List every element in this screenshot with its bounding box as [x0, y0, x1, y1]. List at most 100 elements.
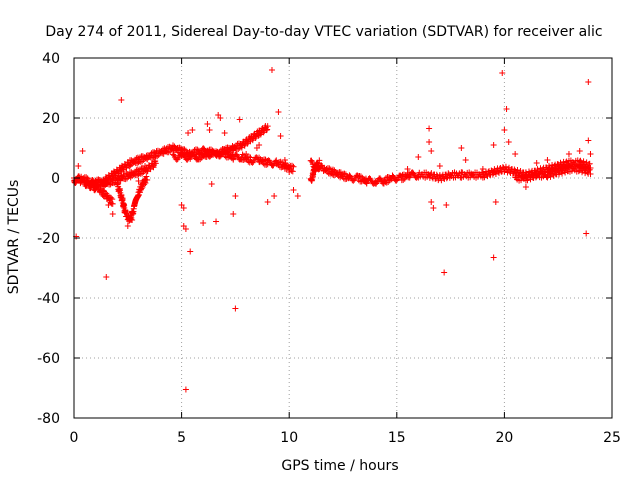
data-point — [400, 176, 407, 183]
data-point — [174, 145, 181, 151]
y-axis-label: SDTVAR / TECUs — [6, 180, 22, 295]
data-point — [135, 191, 142, 198]
data-point — [308, 157, 315, 164]
data-point — [490, 142, 497, 148]
data-point — [393, 177, 400, 184]
data-point — [277, 158, 284, 165]
data-point — [575, 168, 582, 175]
data-point — [585, 79, 592, 85]
data-point — [108, 194, 115, 201]
data-point — [294, 193, 301, 199]
data-point — [282, 160, 289, 167]
data-point — [127, 162, 134, 169]
y-tick-label: 0 — [51, 171, 60, 187]
data-point — [585, 137, 592, 144]
data-point — [184, 156, 191, 163]
data-point — [77, 180, 84, 187]
y-tick-label: -40 — [37, 291, 60, 307]
data-point — [275, 109, 282, 115]
data-point — [256, 142, 263, 148]
data-point — [154, 153, 161, 160]
x-tick-labels: 0 5 10 15 20 25 — [70, 430, 621, 446]
data-point — [441, 269, 448, 276]
data-point — [512, 151, 519, 157]
data-point — [426, 125, 433, 132]
data-point — [180, 205, 187, 211]
data-point — [118, 97, 125, 103]
data-point — [100, 187, 107, 194]
data-point — [409, 169, 416, 176]
data-point — [185, 130, 192, 136]
data-point — [182, 386, 189, 393]
data-point — [224, 149, 231, 156]
data-point — [241, 141, 248, 148]
data-point — [433, 171, 440, 178]
data-point — [129, 217, 136, 223]
data-point — [213, 218, 220, 225]
chart-title: Day 274 of 2011, Sidereal Day-to-day VTE… — [45, 24, 602, 40]
x-axis-label: GPS time / hours — [281, 458, 398, 474]
data-point — [533, 160, 540, 166]
data-point — [428, 199, 435, 205]
data-point — [271, 193, 278, 199]
data-point — [228, 152, 235, 159]
data-point — [268, 67, 275, 73]
data-point — [264, 126, 271, 133]
data-point — [213, 148, 220, 155]
data-point — [426, 139, 433, 145]
axis-ticks — [73, 57, 613, 419]
data-point — [377, 175, 384, 182]
data-point — [230, 211, 237, 217]
data-point — [169, 142, 176, 149]
data-point — [109, 211, 116, 217]
data-point — [586, 166, 593, 173]
data-point — [462, 157, 469, 163]
data-point — [75, 174, 82, 181]
data-point — [139, 158, 146, 165]
data-point — [505, 139, 512, 145]
data-point — [289, 168, 296, 175]
data-point — [109, 196, 116, 203]
data-point — [187, 248, 194, 255]
data-point — [257, 130, 264, 137]
data-point — [404, 166, 411, 172]
data-point — [492, 199, 499, 205]
data-point — [88, 182, 95, 189]
x-tick-label: 20 — [495, 430, 513, 446]
data-point — [586, 160, 593, 167]
y-tick-label: -20 — [37, 231, 60, 247]
data-point — [458, 145, 465, 151]
data-point — [323, 165, 330, 172]
data-point — [436, 163, 443, 169]
data-point — [180, 151, 187, 158]
data-point — [208, 181, 215, 187]
data-point — [142, 163, 149, 169]
data-point — [83, 174, 90, 181]
data-point — [443, 202, 450, 208]
x-tick-label: 5 — [177, 430, 186, 446]
data-point — [200, 220, 207, 226]
data-point — [389, 172, 396, 179]
data-point — [316, 157, 323, 164]
data-point — [103, 274, 110, 280]
data-point — [260, 160, 267, 167]
data-point — [206, 127, 213, 133]
data-points — [71, 67, 594, 393]
x-tick-label: 15 — [388, 430, 406, 446]
data-point — [583, 230, 590, 237]
data-point — [232, 305, 239, 312]
data-point — [373, 180, 380, 187]
x-tick-label: 25 — [603, 430, 621, 446]
data-point — [105, 202, 112, 208]
data-point — [181, 146, 188, 153]
data-point — [182, 226, 189, 232]
x-tick-label: 0 — [70, 430, 79, 446]
y-tick-label: 20 — [42, 111, 60, 127]
data-point — [75, 163, 82, 169]
data-point — [194, 146, 201, 153]
data-point — [109, 200, 116, 207]
data-point — [144, 176, 151, 183]
data-point — [264, 123, 271, 130]
data-point — [79, 176, 86, 183]
data-point — [565, 151, 572, 157]
